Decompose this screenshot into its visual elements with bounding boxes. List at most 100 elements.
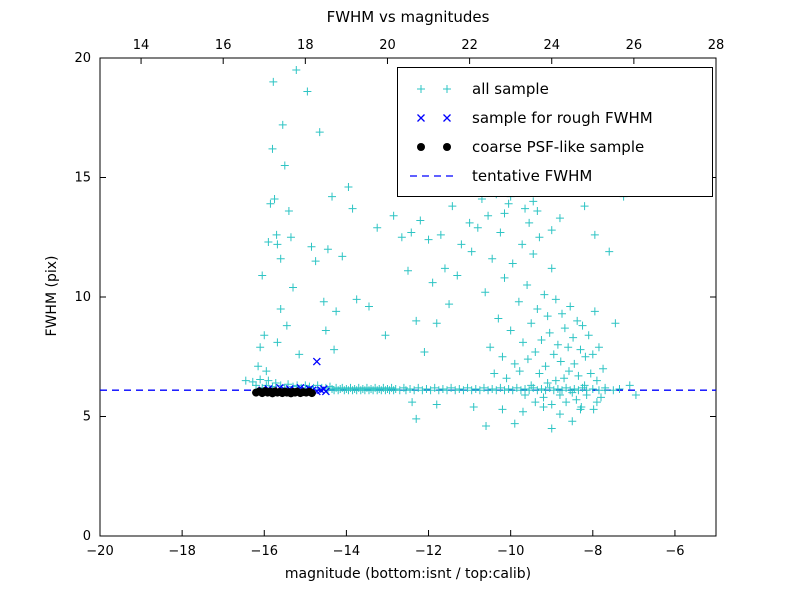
plus-marker <box>543 312 552 321</box>
plus-marker <box>609 386 618 395</box>
y-axis-label: FWHM (pix) <box>44 255 60 337</box>
plus-marker <box>289 283 298 292</box>
plus-marker <box>420 347 429 356</box>
dot-marker <box>307 389 316 398</box>
plus-marker <box>256 343 265 352</box>
plus-marker <box>498 352 507 361</box>
plus-marker <box>436 230 445 239</box>
plus-marker <box>375 385 384 394</box>
plus-marker <box>601 386 610 395</box>
plus-marker <box>432 319 441 328</box>
plus-marker <box>535 369 544 378</box>
plus-marker <box>510 359 519 368</box>
plus-marker <box>254 362 263 371</box>
plus-marker <box>463 383 472 392</box>
plus-marker <box>570 385 579 394</box>
plus-marker <box>545 383 554 392</box>
plus-marker <box>625 381 634 390</box>
legend-label: tentative FWHM <box>472 166 593 185</box>
plus-marker <box>529 197 538 206</box>
plus-marker <box>577 402 586 411</box>
plus-marker <box>467 386 476 395</box>
plus-marker <box>518 338 527 347</box>
chart-title: FWHM vs magnitudes <box>326 8 490 26</box>
legend-label: all sample <box>472 79 549 98</box>
plus-marker <box>475 386 484 395</box>
x-tick-label-top: 20 <box>379 38 396 53</box>
plus-marker <box>264 238 273 247</box>
plus-marker <box>588 350 597 359</box>
plus-marker <box>541 362 550 371</box>
plus-marker <box>566 302 575 311</box>
x-tick-label-top: 18 <box>297 38 314 53</box>
plus-marker <box>578 321 587 330</box>
plus-marker <box>488 385 497 394</box>
plus-marker <box>502 374 511 383</box>
plus-marker <box>523 355 532 364</box>
x-tick-label-bottom: −8 <box>583 544 602 559</box>
plus-marker <box>560 374 569 383</box>
plus-marker <box>510 419 519 428</box>
plus-marker <box>482 422 491 431</box>
legend-label: sample for rough FWHM <box>472 108 653 127</box>
plus-marker <box>504 199 513 208</box>
x-marker <box>321 387 330 396</box>
plus-marker <box>451 386 460 395</box>
dot-icon <box>417 142 425 151</box>
plus-marker <box>504 385 513 394</box>
plus-marker <box>367 385 376 394</box>
plus-marker <box>473 223 482 232</box>
plus-marker <box>414 383 423 392</box>
plus-marker <box>564 367 573 376</box>
plus-marker <box>492 386 501 395</box>
y-tick-label: 0 <box>83 529 91 544</box>
plus-marker <box>515 367 524 376</box>
plus-marker <box>364 302 373 311</box>
plus-marker <box>512 383 521 392</box>
plus-marker <box>597 393 606 402</box>
plus-marker <box>523 281 532 290</box>
plus-marker <box>535 233 544 242</box>
plus-marker <box>540 290 549 299</box>
y-tick-label: 10 <box>74 290 91 305</box>
plus-marker <box>383 385 392 394</box>
plus-marker <box>264 376 273 385</box>
plus-marker <box>448 202 457 211</box>
plus-marker <box>570 359 579 368</box>
plus-marker <box>328 385 337 394</box>
plus-marker <box>547 226 556 235</box>
plus-marker <box>321 326 330 335</box>
plus-marker <box>541 386 550 395</box>
legend-marker-sample <box>417 142 451 151</box>
plus-marker <box>500 273 509 282</box>
plus-marker <box>481 288 490 297</box>
plus-marker <box>525 386 534 395</box>
plus-marker <box>273 338 282 347</box>
plus-marker <box>611 319 620 328</box>
plus-marker <box>547 264 556 273</box>
legend-marker-sample <box>417 84 451 93</box>
plus-marker <box>270 195 279 204</box>
plus-marker <box>533 206 542 215</box>
x-tick-label-top: 22 <box>461 38 478 53</box>
plus-marker <box>252 381 261 390</box>
plus-marker <box>348 204 357 213</box>
plus-marker <box>273 240 282 249</box>
y-tick-label: 5 <box>83 410 91 425</box>
plus-marker <box>258 271 267 280</box>
plus-marker <box>514 297 523 306</box>
plus-marker <box>490 369 499 378</box>
plus-marker <box>278 120 287 129</box>
plus-marker <box>556 357 565 366</box>
plus-marker <box>407 228 416 237</box>
plus-marker <box>525 218 534 227</box>
plus-marker <box>518 240 527 249</box>
plus-marker <box>406 385 415 394</box>
x-tick-label-bottom: −16 <box>251 544 278 559</box>
plus-marker <box>562 383 571 392</box>
plus-marker <box>521 390 530 399</box>
plus-marker <box>498 405 507 414</box>
plus-marker <box>531 347 540 356</box>
legend-entry: coarse PSF-like sample <box>406 132 704 161</box>
plus-marker <box>545 328 554 337</box>
